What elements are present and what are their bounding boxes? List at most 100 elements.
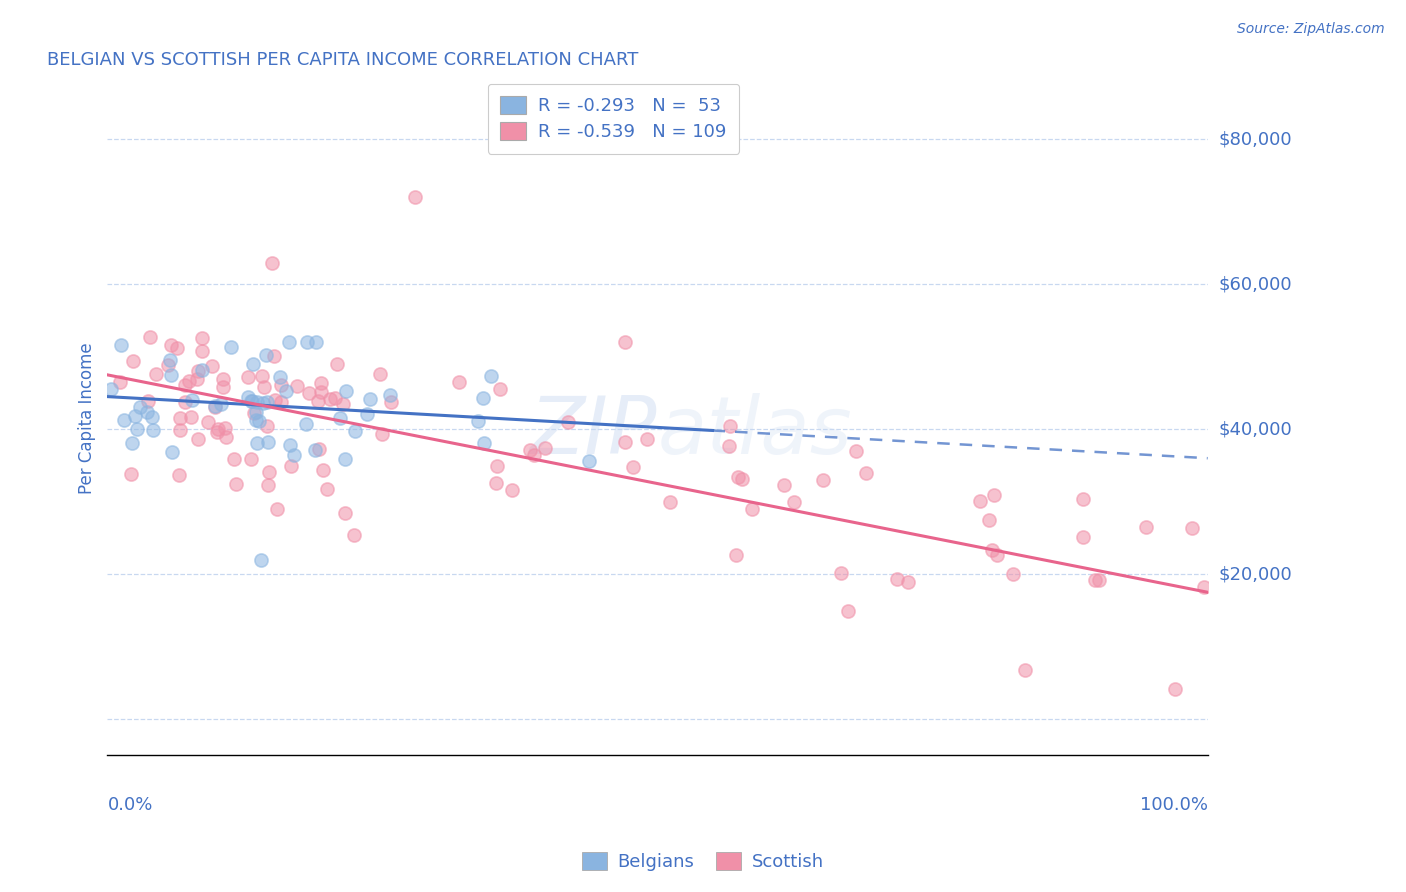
Point xyxy=(731,472,754,486)
Point xyxy=(157,358,180,372)
Point xyxy=(129,401,152,415)
Point xyxy=(245,413,267,427)
Point xyxy=(160,445,183,459)
Point xyxy=(277,335,299,350)
Point xyxy=(108,375,131,389)
Point xyxy=(247,414,270,428)
Point xyxy=(121,354,143,368)
Text: BELGIAN VS SCOTTISH PER CAPITA INCOME CORRELATION CHART: BELGIAN VS SCOTTISH PER CAPITA INCOME CO… xyxy=(46,51,638,69)
Text: $40,000: $40,000 xyxy=(1219,420,1292,438)
Point xyxy=(256,478,278,492)
Legend: R = -0.293   N =  53, R = -0.539   N = 109: R = -0.293 N = 53, R = -0.539 N = 109 xyxy=(488,84,740,153)
Point xyxy=(215,430,238,444)
Point xyxy=(501,483,523,497)
Point xyxy=(1071,492,1094,507)
Point xyxy=(295,335,318,350)
Point xyxy=(173,378,195,392)
Point xyxy=(1135,520,1157,534)
Point xyxy=(274,384,297,398)
Point xyxy=(219,340,242,354)
Point xyxy=(1001,567,1024,582)
Point xyxy=(308,442,330,456)
Point xyxy=(250,552,273,566)
Point xyxy=(534,442,557,456)
Point xyxy=(263,393,285,408)
Point xyxy=(191,343,214,358)
Point xyxy=(124,409,146,423)
Point xyxy=(636,432,658,446)
Point xyxy=(142,423,165,437)
Point xyxy=(239,451,262,466)
Point xyxy=(186,372,208,386)
Point xyxy=(727,470,749,484)
Point xyxy=(204,400,226,414)
Point xyxy=(246,394,269,409)
Point xyxy=(270,377,292,392)
Point xyxy=(772,478,794,492)
Point xyxy=(169,423,191,437)
Point xyxy=(295,417,318,431)
Point xyxy=(177,374,200,388)
Point xyxy=(1088,573,1111,587)
Point xyxy=(236,390,259,404)
Point xyxy=(886,573,908,587)
Point xyxy=(159,352,181,367)
Point xyxy=(257,435,280,450)
Point xyxy=(256,419,278,434)
Point xyxy=(485,458,508,473)
Point xyxy=(371,426,394,441)
Point xyxy=(845,444,868,458)
Text: 100.0%: 100.0% xyxy=(1140,796,1208,814)
Point xyxy=(136,405,159,419)
Point xyxy=(332,396,354,410)
Point xyxy=(980,542,1002,557)
Point xyxy=(312,462,335,476)
Point xyxy=(983,488,1005,502)
Point xyxy=(166,341,188,355)
Point xyxy=(309,376,332,390)
Point xyxy=(315,482,337,496)
Point xyxy=(368,368,391,382)
Point xyxy=(280,458,302,473)
Point xyxy=(257,465,280,479)
Point xyxy=(270,395,292,409)
Point xyxy=(243,406,266,420)
Point xyxy=(245,405,267,419)
Point xyxy=(256,395,278,409)
Point xyxy=(813,473,835,487)
Point xyxy=(578,454,600,468)
Point xyxy=(1181,520,1204,534)
Point xyxy=(197,415,219,429)
Point xyxy=(471,392,494,406)
Point xyxy=(343,527,366,541)
Point xyxy=(201,359,224,373)
Legend: Belgians, Scottish: Belgians, Scottish xyxy=(574,846,832,879)
Point xyxy=(269,370,291,384)
Point xyxy=(1084,573,1107,587)
Point xyxy=(333,452,356,467)
Point xyxy=(121,467,143,481)
Point xyxy=(191,331,214,345)
Point xyxy=(136,394,159,409)
Point xyxy=(174,395,197,409)
Point xyxy=(614,434,637,449)
Point xyxy=(447,375,470,389)
Point xyxy=(323,391,346,405)
Point xyxy=(297,386,319,401)
Point xyxy=(240,394,263,409)
Point xyxy=(252,380,274,394)
Text: 0.0%: 0.0% xyxy=(107,796,153,814)
Point xyxy=(378,388,401,402)
Point xyxy=(725,548,748,562)
Point xyxy=(344,424,367,438)
Point xyxy=(309,384,332,399)
Point xyxy=(326,357,349,371)
Point xyxy=(242,394,264,409)
Point xyxy=(169,411,191,425)
Point xyxy=(380,395,402,409)
Point xyxy=(212,379,235,393)
Point xyxy=(335,506,357,520)
Point xyxy=(181,392,204,407)
Point xyxy=(488,382,510,396)
Point xyxy=(356,408,378,422)
